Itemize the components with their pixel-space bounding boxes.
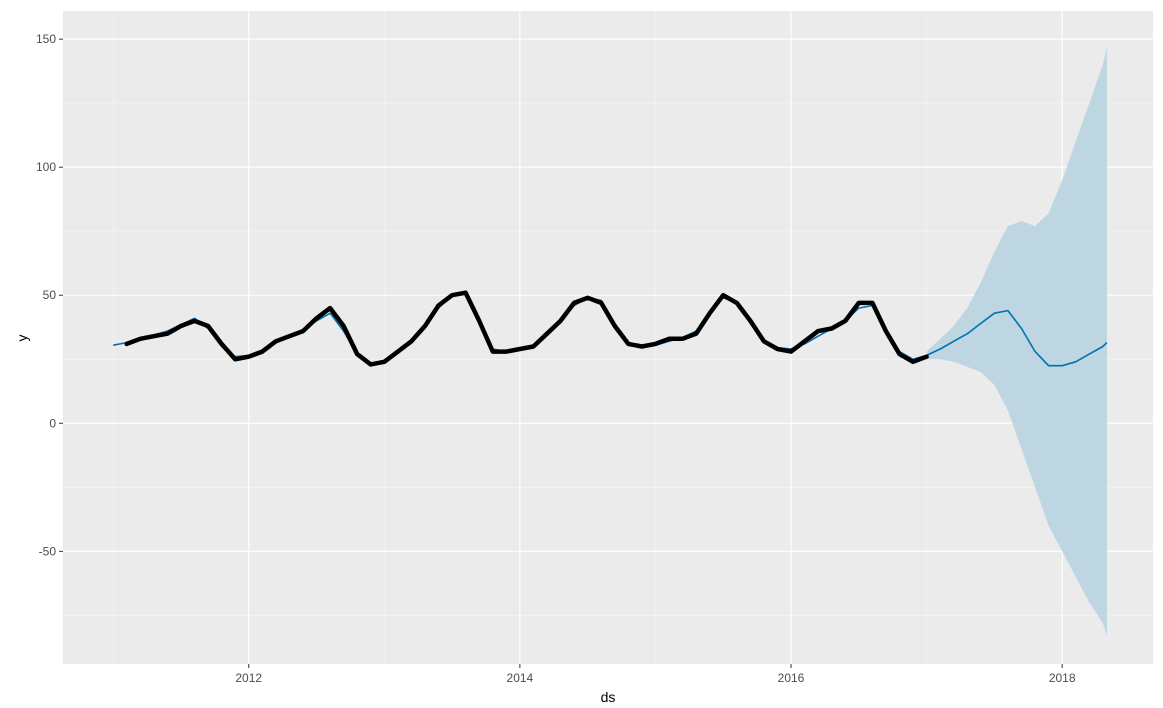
x-tick-label: 2014 bbox=[507, 671, 534, 685]
y-axis-ticks: -50 0 50 100 150 bbox=[36, 32, 63, 558]
x-tick-label: 2018 bbox=[1049, 671, 1076, 685]
y-tick-label: 0 bbox=[49, 416, 56, 430]
observed-data-line bbox=[124, 290, 929, 367]
major-gridlines bbox=[63, 11, 1153, 664]
y-tick-label: -50 bbox=[39, 544, 57, 558]
x-tick-label: 2016 bbox=[778, 671, 805, 685]
x-tick-label: 2012 bbox=[235, 671, 262, 685]
x-axis-title: ds bbox=[601, 689, 616, 705]
y-tick-label: 150 bbox=[36, 32, 56, 46]
uncertainty-interval bbox=[926, 46, 1107, 636]
y-tick-label: 100 bbox=[36, 160, 56, 174]
x-axis-ticks: 2012 2014 2016 2018 bbox=[235, 664, 1076, 685]
y-tick-label: 50 bbox=[43, 288, 57, 302]
y-axis-title: y bbox=[14, 335, 30, 342]
